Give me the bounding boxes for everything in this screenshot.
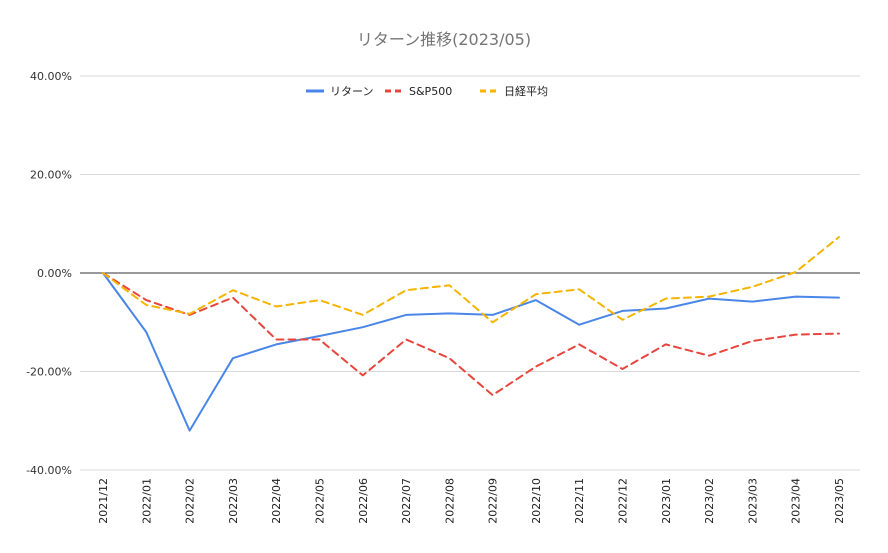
- x-tick-label: 2022/09: [487, 478, 500, 524]
- gridlines: [80, 75, 860, 471]
- x-tick-label: 2023/01: [660, 478, 673, 524]
- x-axis-ticks: 2021/12 2022/01 2022/02 2022/03 2022/04 2022/…: [97, 478, 846, 524]
- y-axis-ticks: 40.00% 20.00% 0.00% -20.00% -40.00%: [26, 70, 72, 477]
- x-tick-label: 2022/08: [443, 478, 456, 524]
- x-tick-label: 2023/03: [746, 478, 759, 524]
- y-tick-label: 0.00%: [37, 267, 72, 280]
- chart-title: リターン推移(2023/05): [357, 30, 531, 49]
- x-tick-label: 2022/01: [140, 478, 153, 524]
- x-tick-label: 2022/06: [357, 478, 370, 524]
- x-tick-label: 2023/04: [790, 478, 803, 524]
- x-tick-label: 2022/04: [270, 478, 283, 524]
- legend-label: リターン: [330, 85, 373, 98]
- x-tick-label: 2022/05: [313, 478, 326, 524]
- x-tick-label: 2022/02: [184, 478, 197, 524]
- x-tick-label: 2022/10: [530, 478, 543, 524]
- y-tick-label: 40.00%: [30, 70, 72, 83]
- series-line-2: [102, 272, 840, 397]
- x-tick-label: 2023/05: [833, 478, 846, 524]
- legend: リターン S&P500 日経平均: [306, 85, 548, 98]
- series-line-1: [102, 272, 840, 432]
- legend-label: S&P500: [409, 85, 452, 98]
- x-tick-label: 2021/12: [97, 478, 110, 524]
- y-tick-label: -20.00%: [26, 366, 72, 379]
- x-tick-label: 2022/12: [617, 478, 630, 524]
- series-lines: [102, 236, 840, 432]
- x-tick-label: 2022/03: [227, 478, 240, 524]
- y-tick-label: 20.00%: [30, 169, 72, 182]
- x-tick-label: 2023/02: [703, 478, 716, 524]
- series-line-3: [102, 236, 840, 324]
- x-tick-label: 2022/07: [400, 478, 413, 524]
- legend-label: 日経平均: [504, 85, 548, 98]
- y-tick-label: -40.00%: [26, 464, 72, 477]
- x-tick-label: 2022/11: [573, 478, 586, 524]
